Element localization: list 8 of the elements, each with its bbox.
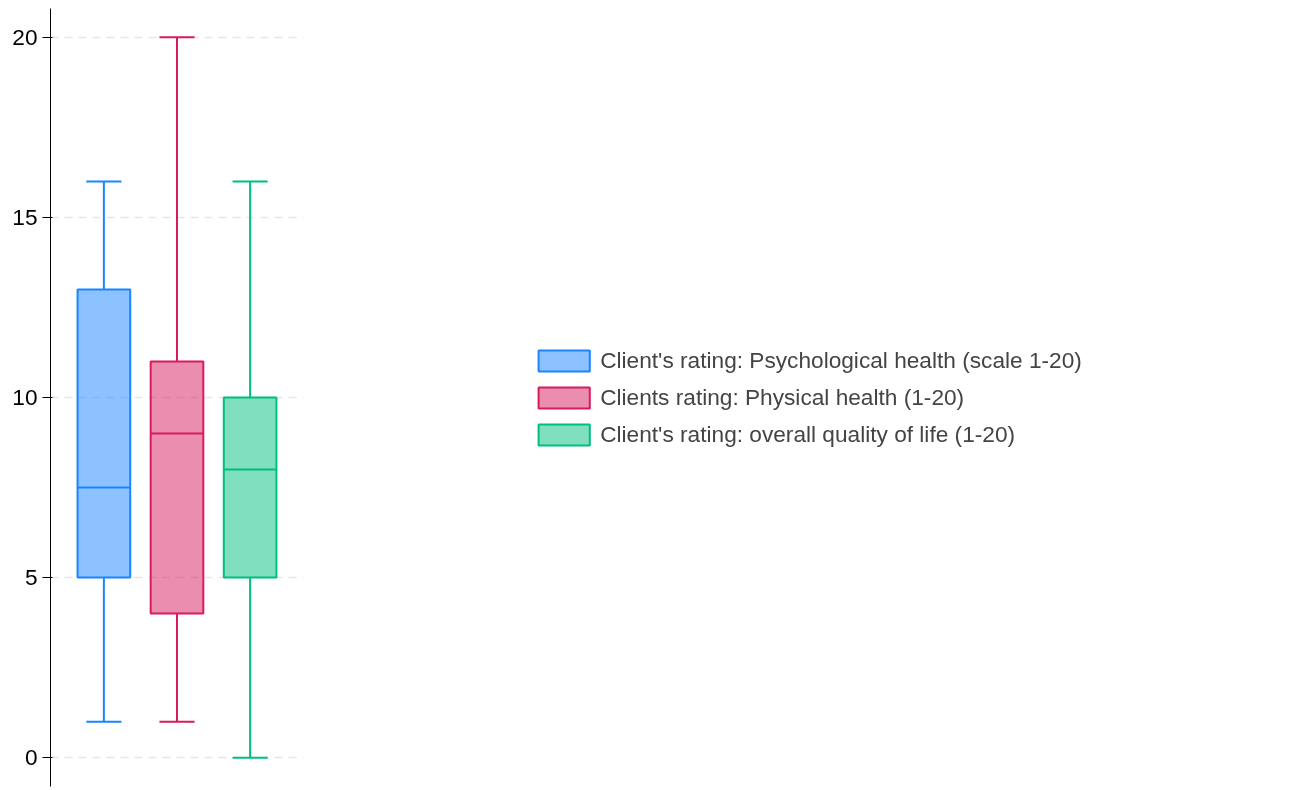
legend-label: Client's rating: Psychological health (scale 1-20): [600, 346, 1082, 374]
y-tick-label: 15: [12, 203, 38, 230]
y-tick-label: 20: [12, 23, 38, 50]
legend-label: Clients rating: Physical health (1-20): [600, 383, 965, 411]
y-tick-label: 5: [24, 564, 38, 591]
y-tick-label: 0: [24, 744, 38, 771]
legend-label: Client's rating: overall quality of life (1-20): [600, 420, 1016, 448]
y-tick-label: 10: [12, 384, 38, 410]
